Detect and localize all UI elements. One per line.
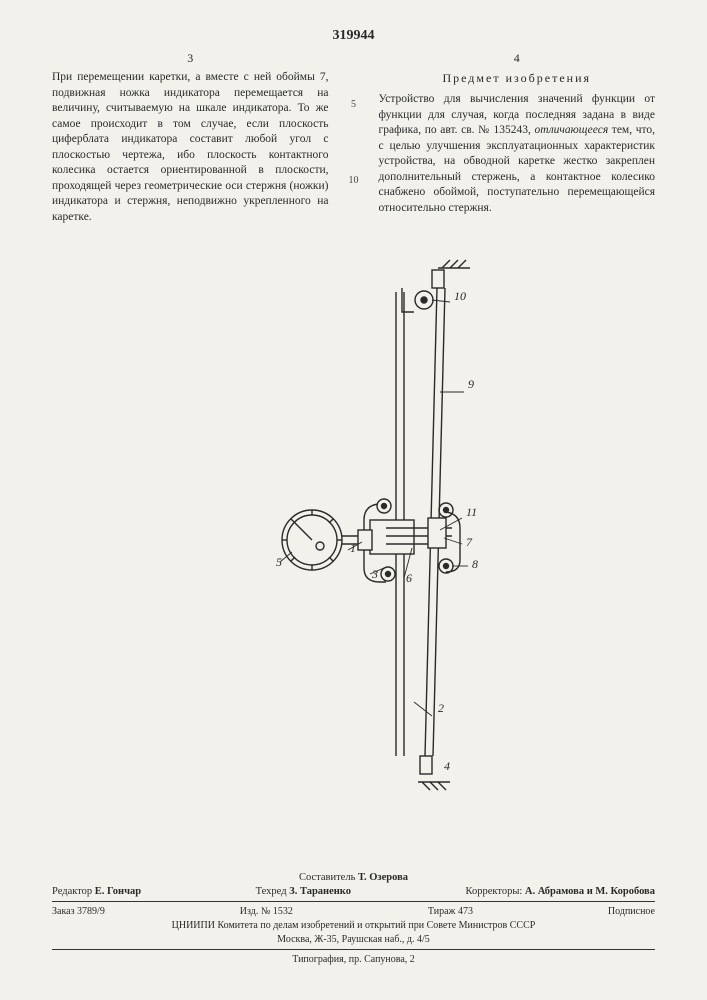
fig-label-11: 11: [466, 505, 477, 519]
fig-label-3: 3: [371, 567, 378, 581]
compiler-name: Т. Озерова: [358, 872, 408, 883]
editor-name: Е. Гончар: [95, 886, 141, 897]
compiler-label: Составитель: [299, 872, 355, 883]
org-line: ЦНИИПИ Комитета по делам изобретений и о…: [52, 920, 655, 931]
column-right: 4 Предмет изобретения Устройство для выч…: [379, 50, 656, 225]
claim-text-after: тем, что, с целью улучшения эксплуатацио…: [379, 124, 656, 214]
column-left: 3 При перемещении каретки, а вместе с не…: [52, 50, 329, 225]
line-number-gutter: 5 10: [347, 50, 361, 225]
order-label: Заказ: [52, 906, 75, 917]
sign-label: Подписное: [608, 906, 655, 917]
footer-rule-2: [52, 949, 655, 950]
line-num-5: 5: [347, 94, 361, 116]
tech-label: Техред: [256, 886, 287, 897]
figure-svg: 4 1 2 3: [134, 248, 574, 808]
footer-rule-1: [52, 901, 655, 902]
fig-label-8: 8: [472, 557, 478, 571]
corr-label: Корректоры:: [466, 886, 523, 897]
tirazh-label: Тираж: [428, 906, 456, 917]
footer: Составитель Т. Озерова Редактор Е. Гонча…: [52, 869, 655, 968]
document-number: 319944: [52, 28, 655, 44]
corr-names: А. Абрамова и М. Коробова: [525, 886, 655, 897]
claim-title: Предмет изобретения: [379, 70, 656, 86]
fig-label-9: 9: [468, 377, 474, 391]
figure-labels: 1 2 3 5 6 7 8 9 10 11: [276, 289, 478, 715]
column-right-para: Устройство для вычисления значений функц…: [379, 92, 656, 216]
svg-text:4: 4: [444, 759, 450, 773]
printer-line: Типография, пр. Сапунова, 2: [52, 954, 655, 965]
roller-top: [402, 288, 433, 312]
claim-em: отличающееся: [535, 124, 609, 136]
text-columns: 3 При перемещении каретки, а вместе с не…: [52, 50, 655, 225]
label-4-mark: 4: [444, 759, 450, 773]
tech-name: З. Тараненко: [289, 886, 351, 897]
column-left-number: 3: [52, 50, 329, 66]
order-num: 3789/9: [77, 906, 105, 917]
page: 319944 3 При перемещении каретки, а вмес…: [0, 0, 707, 1000]
tirazh-num: 473: [458, 906, 473, 917]
editor-label: Редактор: [52, 886, 92, 897]
carriage: [364, 499, 460, 582]
dial-indicator: [282, 510, 372, 570]
izd-label: Изд. №: [240, 906, 271, 917]
line-num-10: 10: [347, 170, 361, 192]
column-left-para: При перемещении каретки, а вместе с ней …: [52, 70, 329, 225]
fig-label-7: 7: [466, 535, 473, 549]
addr-line: Москва, Ж-35, Раушская наб., д. 4/5: [52, 934, 655, 945]
column-right-number: 4: [379, 50, 656, 66]
mount-top: [432, 260, 470, 288]
fig-label-5: 5: [276, 555, 282, 569]
fig-label-10: 10: [454, 289, 466, 303]
izd-num: 1532: [273, 906, 293, 917]
figure: 4 1 2 3: [0, 248, 707, 808]
fig-label-2: 2: [438, 701, 444, 715]
fig-label-1: 1: [350, 541, 356, 555]
fig-label-6: 6: [406, 571, 412, 585]
